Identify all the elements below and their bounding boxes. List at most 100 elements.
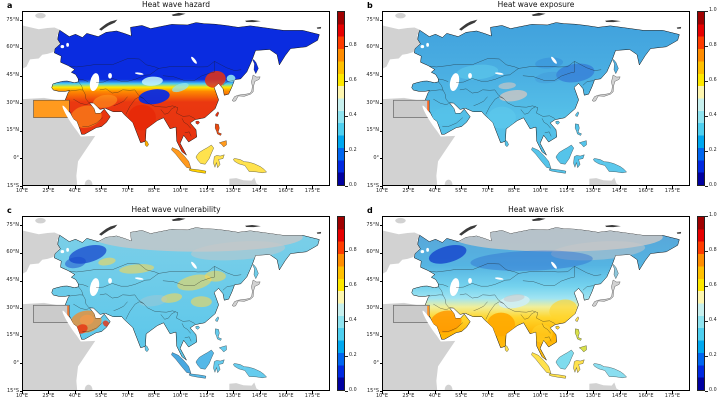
asia-landmass <box>51 227 320 361</box>
arctic-island <box>531 12 546 17</box>
axis-tick-mark <box>19 363 22 365</box>
x-axis-tick-label: 100°E <box>532 393 548 399</box>
red-sea <box>422 105 440 133</box>
x-axis-tick-label: 40°E <box>68 188 81 194</box>
arctic-island <box>676 26 682 29</box>
x-axis-tick-label: 145°E <box>611 188 628 194</box>
outside-study-land <box>23 217 322 390</box>
island-sakhalin <box>612 59 619 75</box>
arctic-island <box>99 19 118 31</box>
island-newguinea <box>233 363 267 378</box>
colorbar-tick-mark <box>345 151 348 152</box>
axis-tick-mark <box>379 391 382 392</box>
country-border <box>442 295 450 308</box>
lake <box>551 261 557 269</box>
island-sulawesi <box>213 359 225 374</box>
x-axis-tick-label: 70°E <box>481 393 494 399</box>
axis-tick-mark <box>566 186 568 189</box>
overlay-iran_orange <box>93 94 118 108</box>
arctic-island <box>316 231 322 234</box>
y-axis-tick-label: 60°N <box>6 249 19 256</box>
country-border <box>222 285 234 291</box>
island-sumatra <box>531 147 552 169</box>
axis-tick-mark <box>408 391 410 394</box>
overlay-xinjiang_cyan <box>141 76 163 86</box>
svalbard-land <box>395 217 406 224</box>
island-japan <box>231 74 261 102</box>
axis-tick-mark <box>286 391 287 394</box>
x-axis-tick-label: 40°E <box>428 393 441 399</box>
island-luzon <box>214 123 222 136</box>
map-canvas-b <box>383 12 682 185</box>
country-border <box>160 311 176 320</box>
colorbar-tick-label: 0.6 <box>349 282 357 288</box>
egypt-study-box <box>393 99 430 118</box>
colorbar-tick-label: 0.4 <box>349 112 357 118</box>
x-axis-tick-label: 25°E <box>402 393 415 399</box>
axis-tick-mark <box>19 335 22 337</box>
colorbar-tick-mark <box>345 116 348 117</box>
europe-land <box>23 25 61 69</box>
y-axis-tick-label: 75°N <box>366 221 379 228</box>
axis-tick-mark <box>19 308 22 310</box>
country-border <box>82 90 90 103</box>
x-axis-tick-label: 100°E <box>172 393 188 399</box>
axis-tick-mark <box>540 391 542 394</box>
overlay-ne_cyan <box>226 74 236 83</box>
country-border <box>99 293 135 299</box>
map-canvas-d <box>383 217 682 390</box>
axis-tick-mark <box>233 391 235 394</box>
axis-tick-mark <box>382 391 383 394</box>
x-axis-tick-label: 25°E <box>42 188 55 194</box>
colorbar-tick-label: 0.8 <box>349 247 357 253</box>
axis-tick-mark <box>379 20 382 22</box>
island-sumatra <box>171 147 192 169</box>
country-border <box>82 117 103 127</box>
axis-tick-mark <box>127 186 129 189</box>
colorbar <box>337 11 345 186</box>
x-axis-tick-label: 25°E <box>402 188 415 194</box>
colorbar-tick-label: 0.8 <box>709 42 717 48</box>
axis-tick-mark <box>19 158 22 160</box>
map-heat-wave-exposure <box>382 11 690 186</box>
lake <box>60 250 65 254</box>
colorbar-tick-mark <box>345 251 348 252</box>
panel-letter: b <box>367 1 373 10</box>
axis-tick-mark <box>259 186 261 189</box>
island-luzon <box>574 328 582 341</box>
island-japan <box>231 279 261 307</box>
colorbar <box>697 216 705 391</box>
panel-heat-wave-exposure: b Heat wave exposure 10°E 25°E 40°E 55°E 70°… <box>360 0 720 204</box>
country-border <box>162 266 215 286</box>
axis-tick-mark <box>19 75 22 77</box>
country-border <box>96 273 159 288</box>
country-border <box>544 336 552 342</box>
country-border <box>181 118 191 129</box>
y-axis-tick-label: 60°N <box>6 44 19 51</box>
africa-land <box>23 97 96 185</box>
country-border <box>522 266 575 286</box>
arctic-island <box>316 26 322 29</box>
madagascar-land <box>84 384 93 390</box>
axis-tick-mark <box>379 186 382 187</box>
x-axis-tick-label: 175°E <box>664 393 680 399</box>
egypt-nile-sliver <box>67 305 70 317</box>
overlay-tibet_gray <box>499 90 528 102</box>
x-axis-tick-label: 175°E <box>304 393 320 399</box>
africa-land <box>383 302 456 390</box>
overlay-oman_red <box>102 320 110 327</box>
colorbar-tick-label: 1.0 <box>709 7 717 13</box>
x-axis-tick-label: 85°E <box>507 393 521 399</box>
island-hainan <box>195 325 200 330</box>
colorbar-tick-label: 0.0 <box>349 182 357 188</box>
overlay-gansu_cyan <box>172 82 189 93</box>
island-borneo <box>555 349 574 370</box>
svalbard-land <box>395 12 406 19</box>
y-axis-tick-label: 75°N <box>6 16 19 23</box>
red-sea <box>422 310 440 338</box>
country-border <box>73 98 89 105</box>
map-canvas-c <box>23 217 322 390</box>
colorbar-tick-mark <box>345 186 348 187</box>
island-borneo <box>195 144 214 165</box>
axis-tick-mark <box>434 186 436 189</box>
